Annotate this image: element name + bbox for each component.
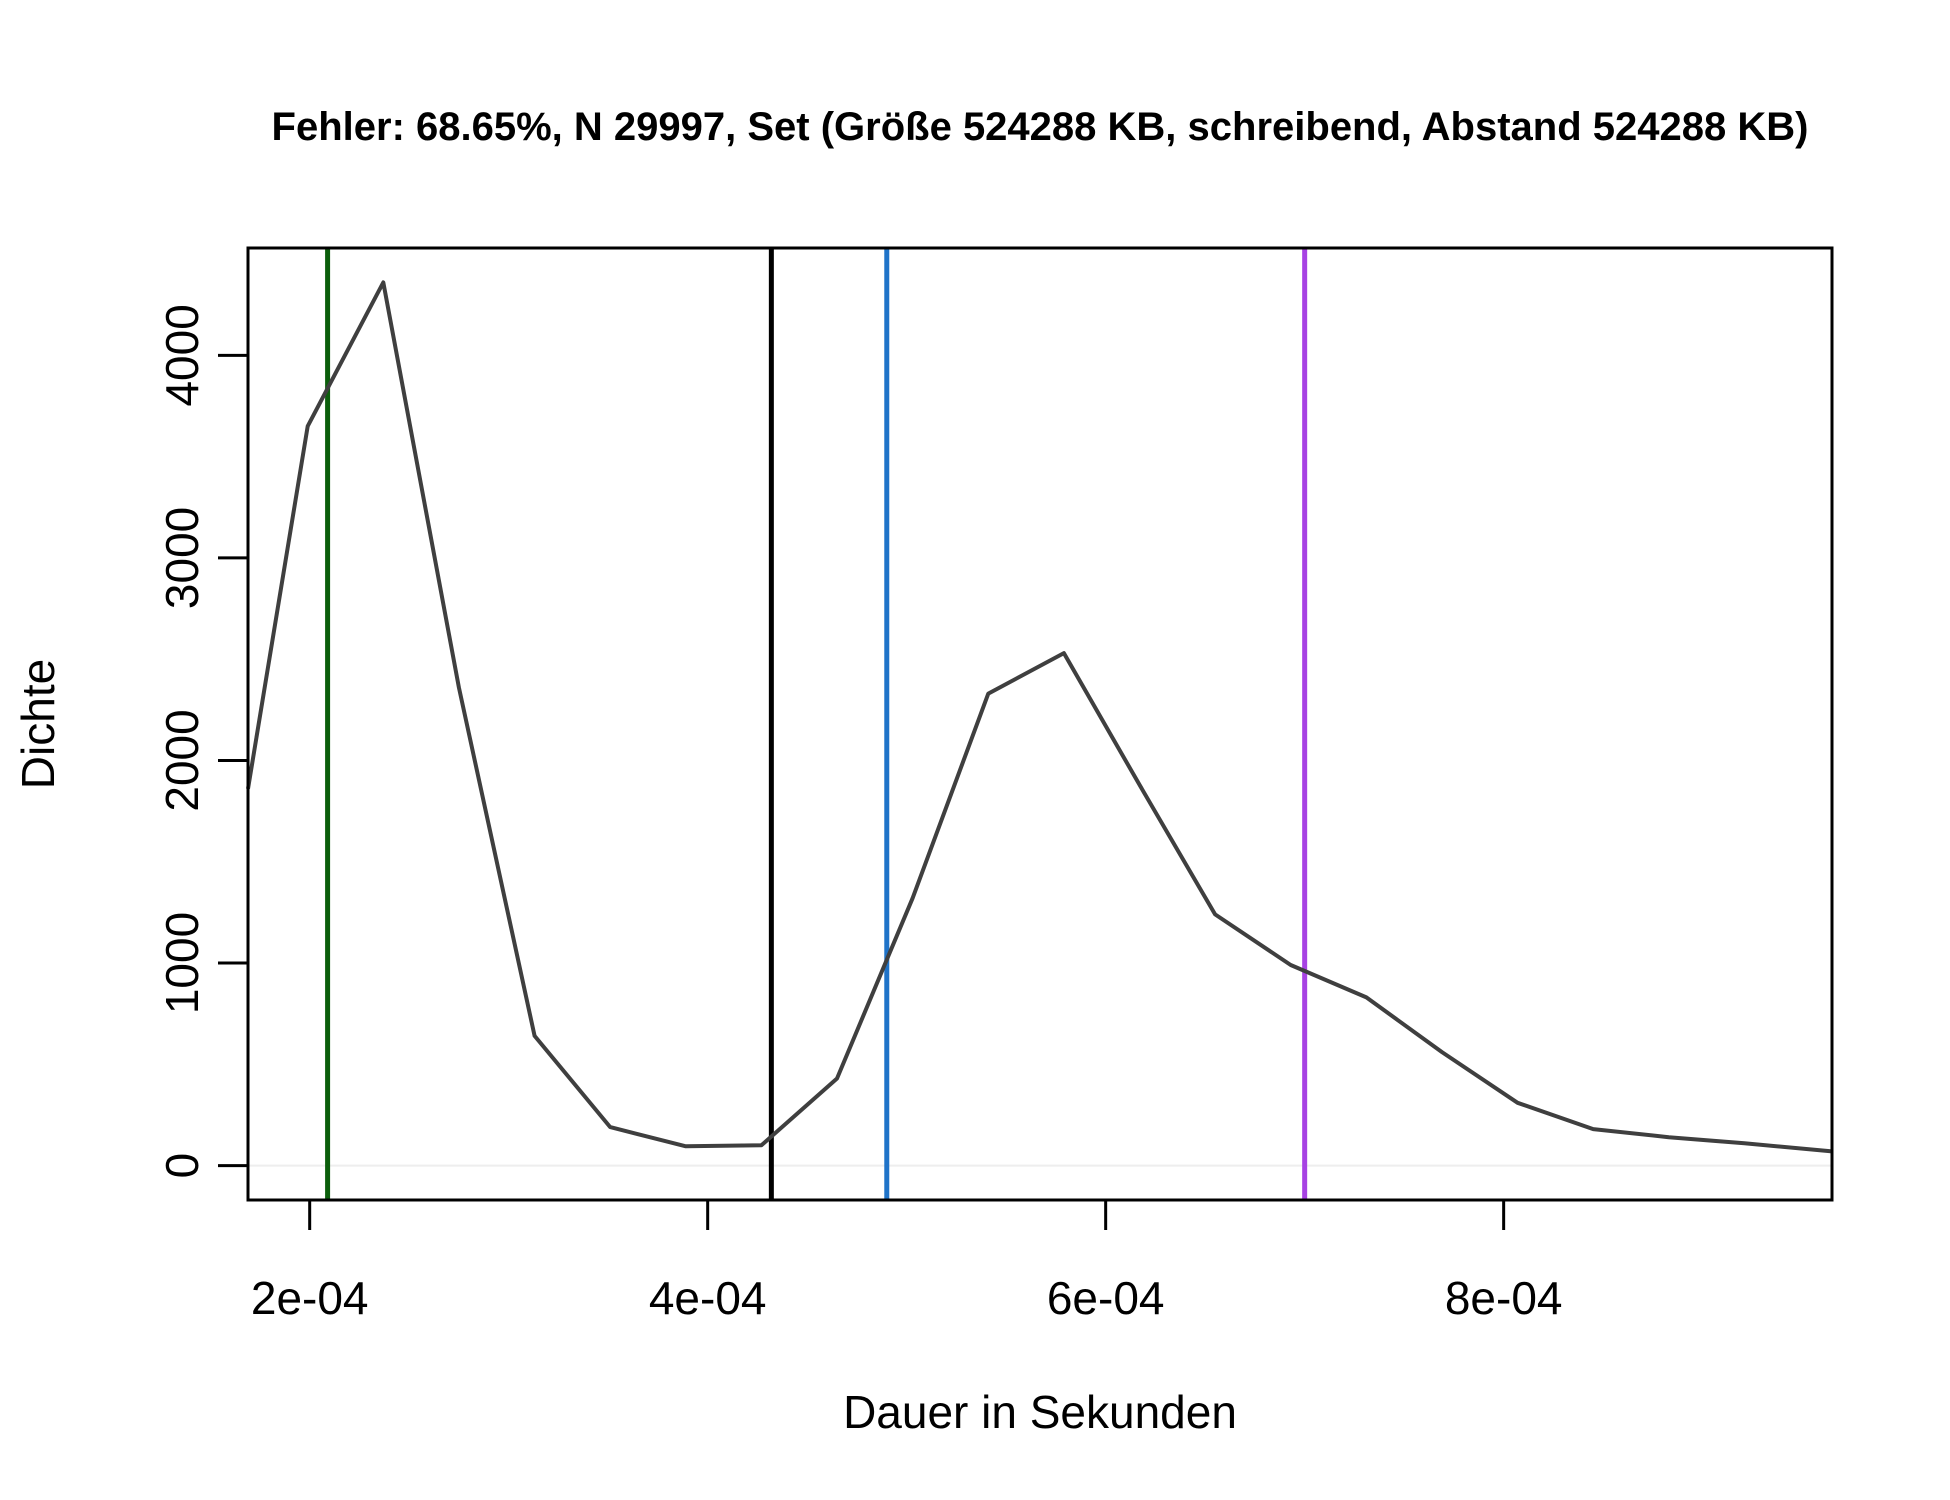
x-tick-label: 8e-04 (1445, 1272, 1563, 1324)
y-tick-label: 3000 (156, 507, 208, 609)
y-tick-label: 2000 (156, 709, 208, 811)
y-tick-label: 0 (156, 1153, 208, 1179)
plot-frame (246, 246, 1834, 1202)
y-axis-label: Dichte (12, 659, 64, 789)
x-axis-label: Dauer in Sekunden (843, 1386, 1237, 1438)
x-tick-label: 6e-04 (1047, 1272, 1165, 1324)
x-tick-label: 4e-04 (649, 1272, 767, 1324)
y-tick-label: 4000 (156, 304, 208, 406)
chart-title: Fehler: 68.65%, N 29997, Set (Größe 5242… (272, 105, 1809, 149)
density-line-1 (246, 280, 1833, 1154)
y-tick-label: 1000 (156, 912, 208, 1014)
x-tick-label: 2e-04 (251, 1272, 369, 1324)
